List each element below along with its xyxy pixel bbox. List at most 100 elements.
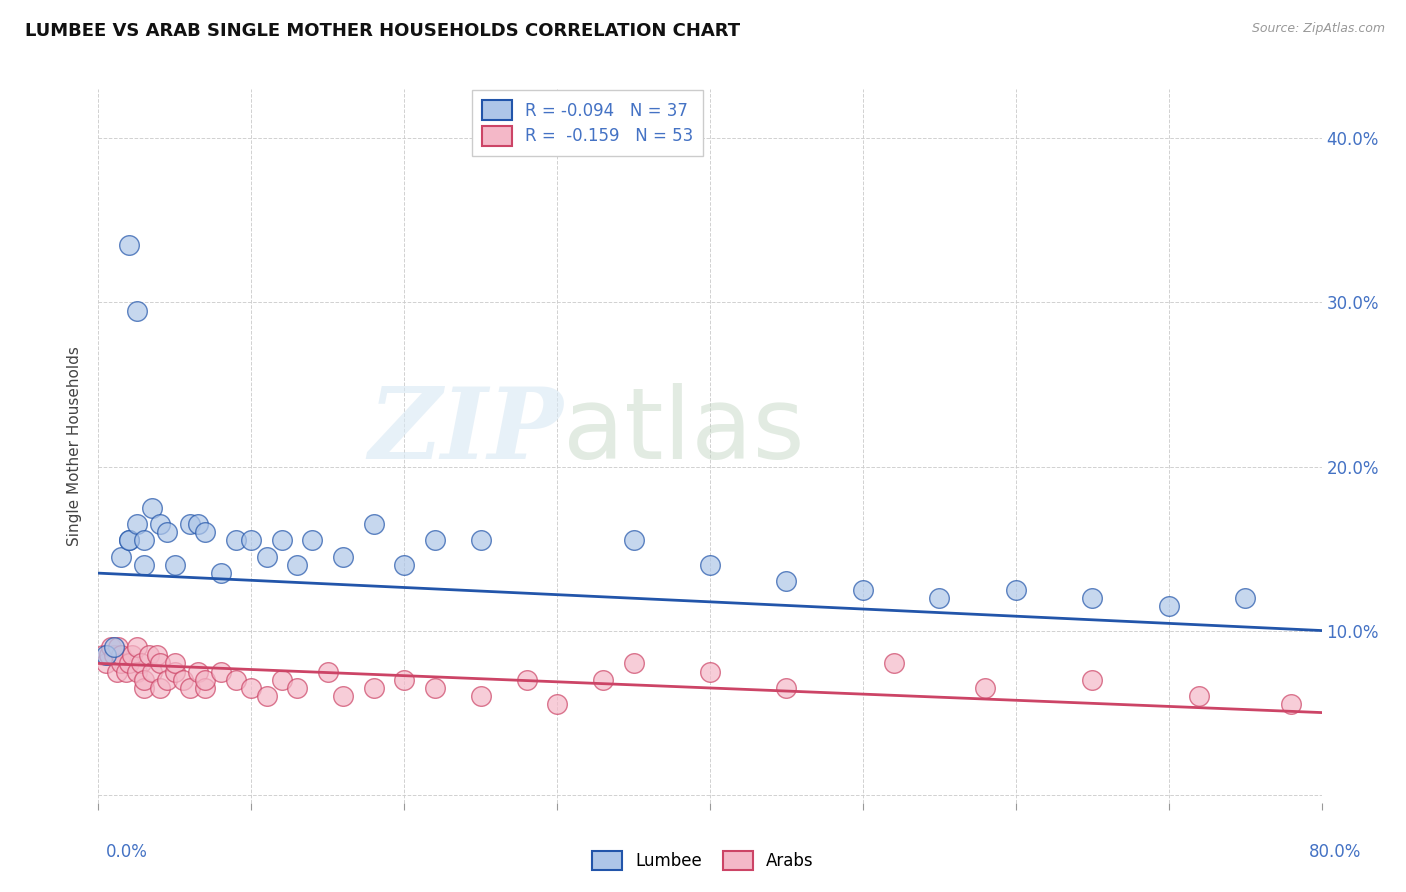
Point [118,657,141,671]
Point [699,665,721,679]
Point [118,238,141,252]
Point [623,533,645,548]
Point [470,533,492,548]
Point [125,665,148,679]
Point [94,657,117,671]
Point [118,533,141,548]
Point [115,665,138,679]
Point [392,558,416,572]
Point [775,681,797,695]
Point [209,566,232,581]
Point [194,525,217,540]
Point [363,516,385,531]
Point [149,681,172,695]
Point [94,648,117,662]
Point [134,533,156,548]
Point [129,657,152,671]
Point [163,657,186,671]
Text: 0.0%: 0.0% [105,843,148,861]
Point [363,681,385,695]
Point [103,640,125,654]
Point [1004,582,1026,597]
Point [194,681,217,695]
Point [100,640,122,654]
Point [301,533,323,548]
Point [423,681,446,695]
Point [134,673,156,687]
Point [225,533,247,548]
Point [270,673,292,687]
Point [138,648,160,662]
Point [172,673,194,687]
Y-axis label: Single Mother Households: Single Mother Households [67,346,83,546]
Point [121,648,143,662]
Point [91,648,114,662]
Point [256,689,278,703]
Point [141,500,163,515]
Point [1081,673,1104,687]
Point [98,648,121,662]
Point [470,689,492,703]
Point [125,303,148,318]
Text: ZIP: ZIP [368,384,564,480]
Point [105,665,128,679]
Point [107,640,129,654]
Point [852,582,875,597]
Text: atlas: atlas [564,384,804,480]
Point [141,665,163,679]
Point [187,665,209,679]
Point [179,681,201,695]
Point [187,516,209,531]
Point [592,673,614,687]
Point [974,681,997,695]
Point [270,533,292,548]
Point [134,558,156,572]
Point [110,648,132,662]
Point [1081,591,1104,605]
Point [1188,689,1211,703]
Point [103,648,125,662]
Legend: R = -0.094   N = 37, R =  -0.159   N = 53: R = -0.094 N = 37, R = -0.159 N = 53 [472,90,703,155]
Point [125,516,148,531]
Point [392,673,416,687]
Point [194,673,217,687]
Point [775,574,797,589]
Point [240,681,263,695]
Point [156,525,179,540]
Point [156,673,179,687]
Text: Source: ZipAtlas.com: Source: ZipAtlas.com [1251,22,1385,36]
Point [1157,599,1180,613]
Point [118,533,141,548]
Point [316,665,339,679]
Point [1279,698,1302,712]
Point [149,657,172,671]
Point [332,689,354,703]
Point [256,549,278,564]
Point [110,549,132,564]
Point [110,657,132,671]
Text: LUMBEE VS ARAB SINGLE MOTHER HOUSEHOLDS CORRELATION CHART: LUMBEE VS ARAB SINGLE MOTHER HOUSEHOLDS … [25,22,741,40]
Point [209,665,232,679]
Point [1234,591,1257,605]
Point [225,673,247,687]
Point [699,558,721,572]
Point [883,657,905,671]
Point [240,533,263,548]
Text: 80.0%: 80.0% [1309,843,1361,861]
Point [623,657,645,671]
Point [125,640,148,654]
Point [928,591,950,605]
Point [179,516,201,531]
Point [145,648,167,662]
Point [516,673,538,687]
Point [163,558,186,572]
Point [163,665,186,679]
Point [149,516,172,531]
Point [285,681,308,695]
Point [423,533,446,548]
Point [546,698,568,712]
Point [332,549,354,564]
Point [285,558,308,572]
Legend: Lumbee, Arabs: Lumbee, Arabs [586,844,820,877]
Point [134,681,156,695]
